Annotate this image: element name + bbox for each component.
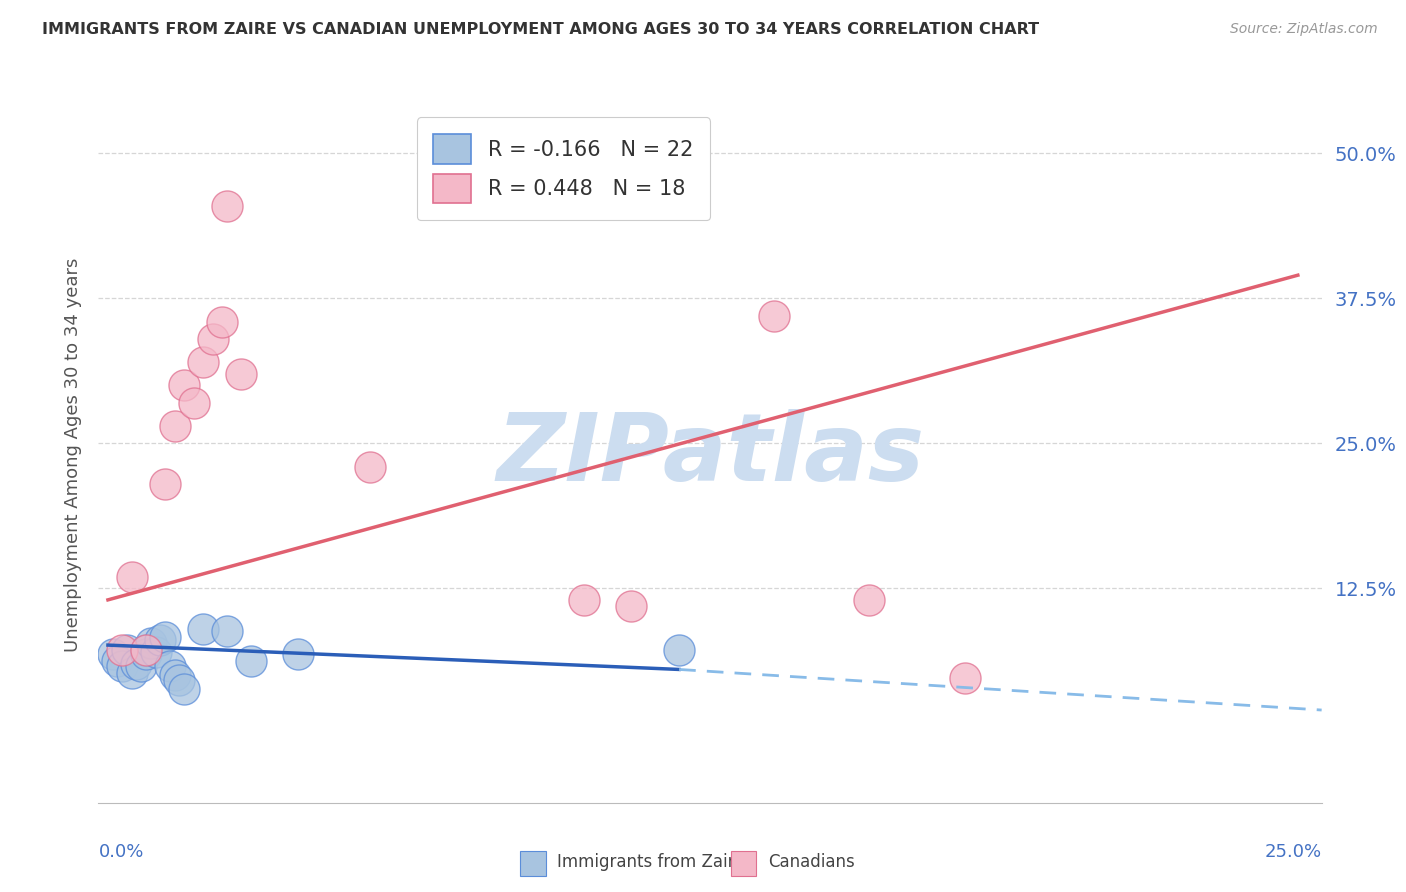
Point — [107, 654, 129, 668]
Point — [163, 419, 186, 434]
Point — [163, 668, 186, 682]
Point — [231, 367, 253, 381]
Point — [287, 648, 309, 662]
Point — [211, 315, 233, 329]
Point — [153, 630, 176, 644]
Point — [169, 673, 191, 687]
Point — [858, 592, 880, 607]
Point — [668, 642, 690, 657]
Point — [572, 592, 595, 607]
Point — [173, 682, 195, 697]
Point — [121, 570, 143, 584]
Point — [359, 459, 381, 474]
Point — [115, 642, 138, 657]
Point — [129, 659, 152, 673]
Point — [191, 622, 214, 636]
Point — [111, 642, 134, 657]
Point — [173, 378, 195, 392]
Point — [159, 659, 181, 673]
Text: IMMIGRANTS FROM ZAIRE VS CANADIAN UNEMPLOYMENT AMONG AGES 30 TO 34 YEARS CORRELA: IMMIGRANTS FROM ZAIRE VS CANADIAN UNEMPL… — [42, 22, 1039, 37]
Point — [145, 645, 167, 659]
Point — [135, 642, 157, 657]
Point — [201, 332, 224, 346]
Y-axis label: Unemployment Among Ages 30 to 34 years: Unemployment Among Ages 30 to 34 years — [63, 258, 82, 652]
Point — [763, 309, 786, 323]
Point — [215, 199, 238, 213]
Point — [620, 599, 643, 613]
Point — [125, 657, 148, 671]
Point — [121, 665, 143, 680]
Text: 25.0%: 25.0% — [1264, 843, 1322, 861]
Point — [101, 648, 124, 662]
Point — [153, 476, 176, 491]
Text: Immigrants from Zaire: Immigrants from Zaire — [557, 854, 744, 871]
Point — [183, 396, 205, 410]
Legend: R = -0.166   N = 22, R = 0.448   N = 18: R = -0.166 N = 22, R = 0.448 N = 18 — [416, 118, 710, 220]
Point — [953, 671, 976, 685]
Point — [149, 633, 172, 648]
Point — [135, 648, 157, 662]
Point — [191, 355, 214, 369]
Point — [135, 642, 157, 657]
Text: Canadians: Canadians — [768, 854, 855, 871]
Text: 0.0%: 0.0% — [98, 843, 143, 861]
Point — [139, 636, 162, 650]
Point — [111, 659, 134, 673]
Text: ZIPatlas: ZIPatlas — [496, 409, 924, 501]
Point — [239, 654, 262, 668]
Point — [215, 624, 238, 639]
Text: Source: ZipAtlas.com: Source: ZipAtlas.com — [1230, 22, 1378, 37]
